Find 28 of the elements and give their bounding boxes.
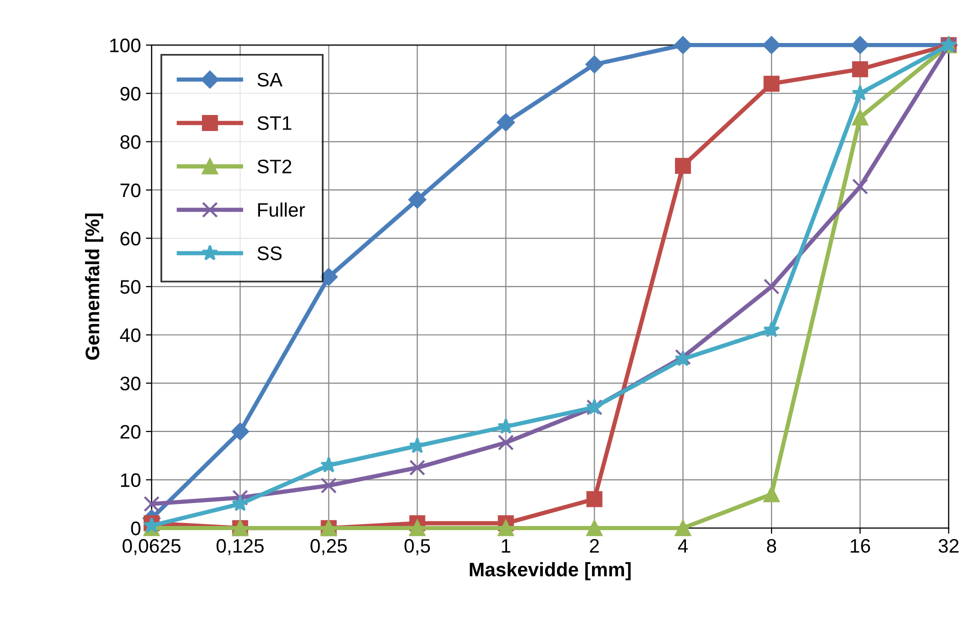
legend-label: ST1 xyxy=(257,116,292,130)
legend-label: SS xyxy=(257,246,282,260)
x-tick-label: 0,125 xyxy=(216,539,264,556)
x-tick-label: 0,25 xyxy=(310,539,347,556)
y-tick-label: 100 xyxy=(110,38,140,52)
x-tick-label: 1 xyxy=(502,539,510,553)
y-tick-label: 20 xyxy=(120,424,140,439)
y-tick-label: 40 xyxy=(120,328,140,342)
y-tick-label: 50 xyxy=(120,280,140,294)
x-tick-label: 8 xyxy=(766,539,776,553)
y-tick-label: 60 xyxy=(120,232,140,246)
y-tick-label: 70 xyxy=(120,183,140,198)
legend-label: ST2 xyxy=(257,160,292,174)
x-tick-label: 4 xyxy=(678,539,688,553)
y-tick-label: 30 xyxy=(120,376,140,390)
x-tick-label: 32 xyxy=(938,539,958,553)
y-axis-title: Gennemfald [%] xyxy=(85,214,104,360)
x-tick-label: 16 xyxy=(850,539,870,553)
x-tick-label: 0,5 xyxy=(404,539,430,556)
y-tick-label: 10 xyxy=(121,473,140,488)
legend-label: SA xyxy=(257,72,282,87)
legend-label: Fuller xyxy=(258,202,305,217)
y-tick-label: 90 xyxy=(120,86,140,101)
x-tick-label: 2 xyxy=(590,539,599,553)
y-tick-label: 80 xyxy=(120,135,140,149)
y-tick-label: 0 xyxy=(131,522,140,536)
x-tick-label: 0,0625 xyxy=(122,539,181,556)
x-axis-title: Maskevidde [mm] xyxy=(470,562,631,580)
